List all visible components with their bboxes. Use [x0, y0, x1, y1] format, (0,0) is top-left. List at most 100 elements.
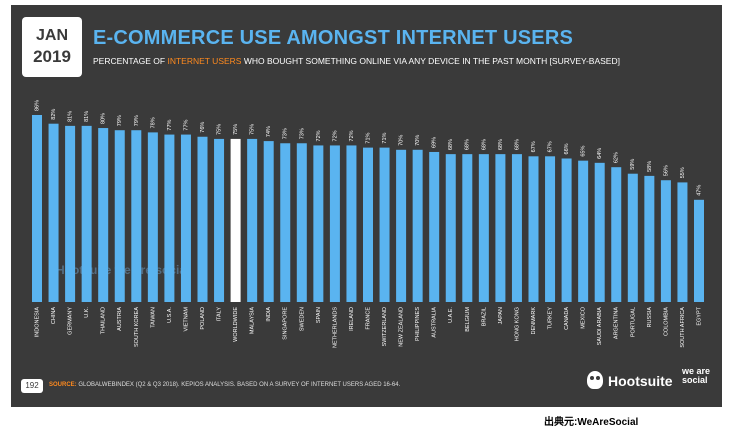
category-label: CHINA [51, 307, 57, 324]
value-label: 72% [349, 130, 355, 141]
bar-russia [644, 175, 655, 302]
category-label: SWEDEN [299, 307, 305, 331]
value-label: 86% [34, 100, 40, 111]
value-label: 77% [167, 119, 173, 130]
value-label: 62% [614, 152, 620, 163]
category-label: FRANCE [365, 307, 371, 330]
slide-background: JAN 2019 E-COMMERCE USE AMONGST INTERNET… [11, 5, 722, 407]
category-label: U.A.E. [448, 307, 454, 323]
value-label: 73% [283, 128, 289, 139]
bar-new-zealand [396, 149, 407, 302]
bar-south-korea [131, 130, 142, 302]
category-label: SOUTH AFRICA [680, 307, 686, 348]
value-label: 70% [399, 135, 405, 146]
subtitle-highlight: INTERNET USERS [167, 56, 242, 66]
value-label: 56% [663, 165, 669, 176]
page-number: 192 [21, 379, 43, 393]
category-label: ITALY [217, 307, 223, 322]
date-month: JAN [35, 27, 68, 44]
category-label: CANADA [564, 307, 570, 330]
value-label: 79% [117, 115, 123, 126]
date-badge: JAN 2019 [22, 17, 82, 77]
bar-colombia [660, 180, 671, 302]
value-label: 82% [51, 109, 57, 120]
category-label: RUSSIA [647, 307, 653, 328]
bar-austria [114, 130, 125, 302]
value-label: 67% [531, 141, 537, 152]
bar-brazil [478, 154, 489, 302]
category-label: MALAYSIA [250, 307, 256, 334]
bar-south-africa [677, 182, 688, 302]
value-label: 69% [432, 137, 438, 148]
category-label: JAPAN [498, 307, 504, 324]
category-label: BELGIUM [465, 307, 471, 332]
category-label: NETHERLANDS [332, 307, 338, 348]
bar-denmark [528, 156, 539, 302]
category-label: AUSTRALIA [432, 307, 438, 338]
value-label: 59% [630, 159, 636, 170]
bar-hong-kong [511, 154, 522, 302]
category-label: POLAND [200, 307, 206, 330]
value-label: 68% [514, 139, 520, 150]
value-label: 67% [548, 141, 554, 152]
bar-malaysia [247, 138, 258, 302]
bar-singapore [280, 143, 291, 302]
value-label: 75% [250, 124, 256, 135]
value-label: 58% [647, 161, 653, 172]
category-label: SPAIN [316, 307, 322, 323]
value-label: 72% [332, 130, 338, 141]
value-label: 47% [696, 185, 702, 196]
subtitle-prefix: PERCENTAGE OF [93, 56, 168, 66]
bar-switzerland [379, 147, 390, 302]
category-label: IRELAND [349, 307, 355, 331]
image-credit: 出典元:WeAreSocial [544, 417, 639, 428]
category-label: EGYPT [696, 306, 702, 325]
bar-sweden [296, 143, 307, 302]
bar-china [48, 123, 59, 302]
category-label: THAILAND [101, 307, 107, 334]
category-label: COLOMBIA [663, 307, 669, 336]
category-label: GERMANY [68, 307, 74, 335]
brand-tagline: we are social [682, 366, 711, 385]
bar-egypt [694, 199, 704, 302]
source-text: GLOBALWEBINDEX (Q2 & Q3 2018). KEPIOS AN… [76, 382, 401, 388]
value-label: 71% [382, 132, 388, 143]
bar-japan [495, 154, 506, 302]
category-label: DENMARK [531, 307, 537, 335]
value-label: 79% [134, 115, 140, 126]
value-label: 76% [200, 122, 206, 133]
chart-title: E-COMMERCE USE AMONGST INTERNET USERS [93, 27, 574, 49]
bar-france [363, 147, 373, 302]
category-label: U.S.A. [167, 307, 173, 323]
value-label: 64% [597, 148, 603, 159]
value-label: 71% [365, 132, 371, 143]
category-label: INDIA [266, 307, 272, 322]
bar-u-s-a- [164, 134, 175, 302]
bar-italy [214, 138, 225, 302]
bar-worldwide [230, 138, 241, 302]
category-label: NEW ZEALAND [399, 307, 405, 347]
value-label: 68% [465, 139, 471, 150]
bar-argentina [611, 167, 622, 302]
value-label: 72% [316, 130, 322, 141]
bar-u-k- [81, 125, 92, 302]
value-label: 81% [68, 111, 74, 122]
source-note: SOURCE: GLOBALWEBINDEX (Q2 & Q3 2018). K… [49, 382, 400, 388]
bar-turkey [545, 156, 556, 302]
category-label: TURKEY [548, 307, 554, 330]
value-label: 68% [498, 139, 504, 150]
value-label: 66% [564, 143, 570, 154]
value-label: 81% [84, 111, 90, 122]
bar-belgium [462, 154, 473, 302]
category-label: SOUTH KOREA [134, 307, 140, 347]
bar-portugal [627, 173, 638, 302]
category-label: BRAZIL [481, 307, 487, 326]
bar-u-a-e- [445, 154, 456, 302]
value-label: 73% [299, 128, 305, 139]
bar-ireland [346, 145, 357, 302]
bar-philippines [412, 149, 423, 302]
value-label: 80% [101, 113, 107, 124]
category-label: PHILIPPINES [415, 307, 421, 341]
category-label: MEXICO [581, 306, 587, 328]
bar-india [263, 141, 274, 302]
